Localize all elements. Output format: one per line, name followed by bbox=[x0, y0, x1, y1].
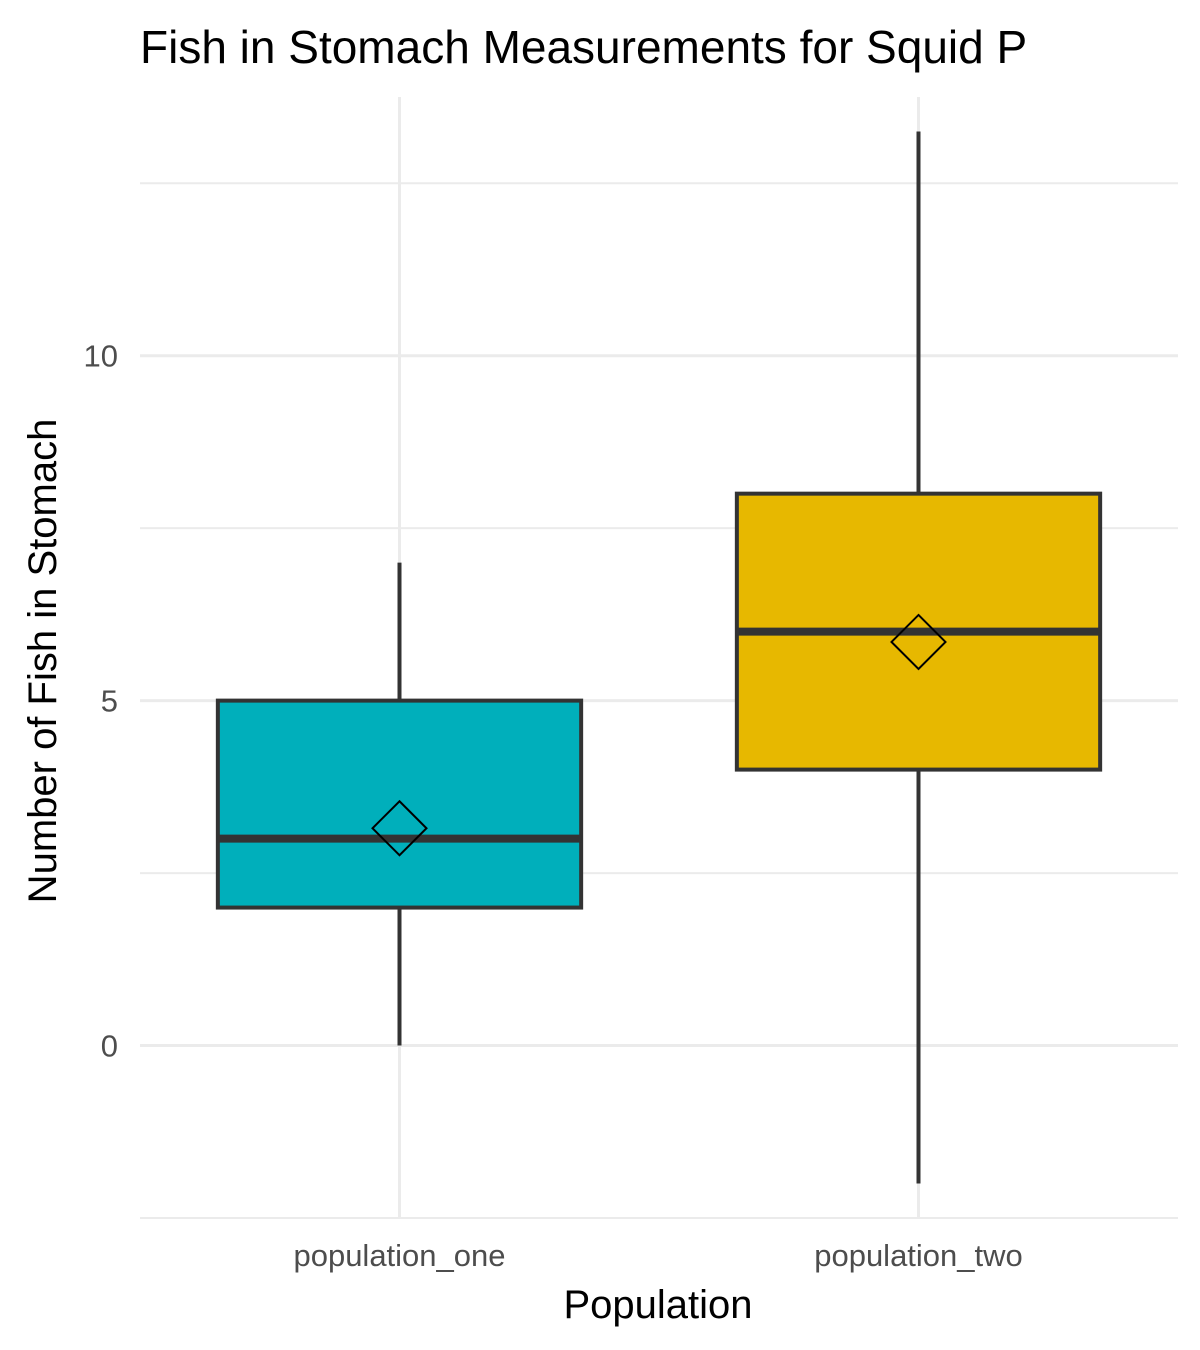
boxes bbox=[215, 131, 1103, 1184]
box-population_one bbox=[215, 562, 584, 1046]
x-tick-label: population_one bbox=[293, 1238, 505, 1273]
chart-title: Fish in Stomach Measurements for Squid P bbox=[140, 21, 1027, 73]
box-iqr bbox=[215, 698, 584, 910]
x-tick-labels: population_one population_two bbox=[293, 1238, 1022, 1273]
box-population_two bbox=[734, 131, 1103, 1184]
y-tick-label: 0 bbox=[101, 1029, 118, 1064]
y-tick-label: 5 bbox=[101, 684, 118, 719]
y-tick-labels: 0 5 10 bbox=[84, 339, 118, 1064]
mean-marker bbox=[371, 799, 428, 857]
y-axis-title: Number of Fish in Stomach bbox=[21, 419, 65, 904]
mean-marker bbox=[890, 613, 947, 671]
x-axis-title: Population bbox=[563, 1283, 752, 1327]
y-tick-label: 10 bbox=[84, 339, 118, 374]
x-tick-label: population_two bbox=[814, 1238, 1023, 1273]
